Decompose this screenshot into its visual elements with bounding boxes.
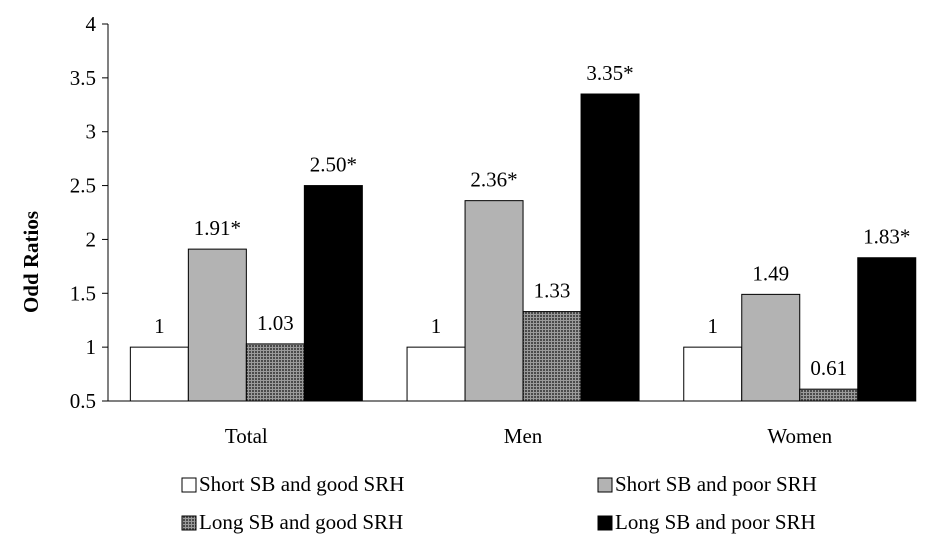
legend-swatch bbox=[597, 515, 613, 531]
legend-swatch bbox=[597, 477, 613, 493]
legend-label: Short SB and good SRH bbox=[199, 472, 404, 496]
category-label: Men bbox=[504, 424, 543, 448]
y-tick-label: 4 bbox=[86, 12, 97, 36]
data-label: 0.61 bbox=[810, 356, 847, 380]
y-tick-label: 1.5 bbox=[70, 281, 96, 305]
data-label: 1 bbox=[431, 314, 442, 338]
bar bbox=[580, 93, 640, 402]
bar bbox=[187, 248, 247, 402]
data-label: 3.35* bbox=[586, 61, 633, 85]
y-tick-label: 3.5 bbox=[70, 66, 96, 90]
data-label: 1.33 bbox=[534, 279, 571, 303]
y-tick-label: 1 bbox=[86, 335, 97, 359]
bar bbox=[464, 200, 524, 402]
legend-label: Short SB and poor SRH bbox=[615, 472, 817, 496]
data-label: 1.03 bbox=[257, 311, 294, 335]
data-label: 2.50* bbox=[310, 153, 357, 177]
data-label: 1.49 bbox=[752, 261, 789, 285]
data-label: 1 bbox=[154, 314, 165, 338]
y-tick-label: 0.5 bbox=[70, 389, 96, 413]
data-label: 1.83* bbox=[863, 225, 910, 249]
legend-swatch bbox=[181, 515, 197, 531]
bar bbox=[406, 346, 466, 402]
bar bbox=[741, 293, 801, 402]
x-axis: Total Men Women bbox=[108, 400, 914, 448]
bar bbox=[522, 311, 582, 402]
bar bbox=[683, 346, 743, 402]
data-label: 1 bbox=[708, 314, 719, 338]
y-axis-title: Odd Ratios bbox=[19, 211, 43, 313]
legend-swatch bbox=[181, 477, 197, 493]
legend: Short SB and good SRH Short SB and poor S… bbox=[181, 472, 817, 534]
bar bbox=[857, 257, 917, 402]
y-tick-label: 2 bbox=[86, 227, 97, 251]
y-axis: 0.5 1 1.5 2 2.5 3 3.5 4 bbox=[70, 12, 109, 413]
bars: 1 1.91* 1.03 2.50* 1 2.36* 1.33 3.35* 1 1.49 0.61 1… bbox=[129, 61, 917, 402]
category-label: Total bbox=[225, 424, 268, 448]
legend-label: Long SB and good SRH bbox=[199, 510, 403, 534]
bar bbox=[799, 388, 859, 402]
data-label: 1.91* bbox=[194, 216, 241, 240]
legend-label: Long SB and poor SRH bbox=[615, 510, 816, 534]
bar bbox=[129, 346, 189, 402]
y-tick-label: 3 bbox=[86, 120, 97, 144]
category-label: Women bbox=[767, 424, 832, 448]
bar bbox=[303, 185, 363, 402]
y-tick-label: 2.5 bbox=[70, 174, 96, 198]
data-label: 2.36* bbox=[470, 168, 517, 192]
bar bbox=[245, 343, 305, 402]
